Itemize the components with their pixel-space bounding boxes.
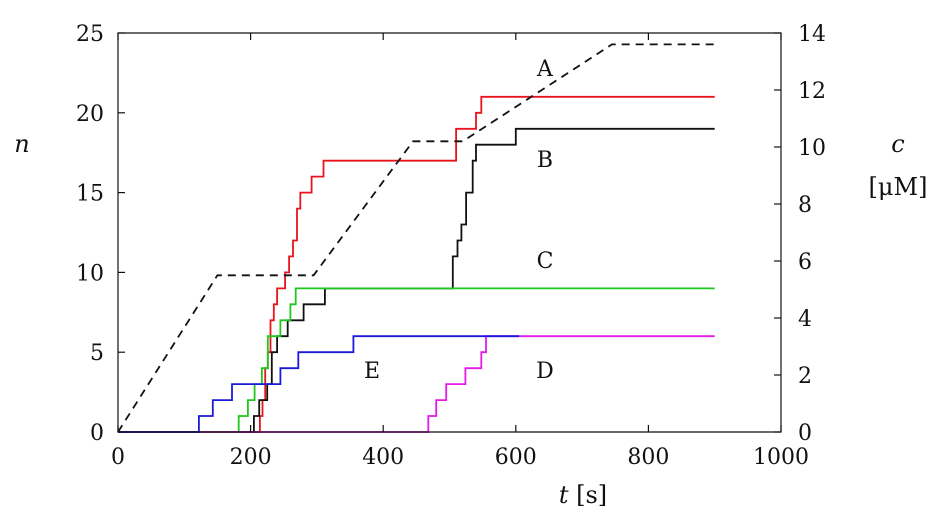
labels-layer: A B C D E bbox=[364, 57, 554, 384]
x-axis-unit: [s] bbox=[568, 481, 607, 509]
y-left-axis-label: n bbox=[14, 130, 29, 158]
series-d-line bbox=[118, 335, 715, 433]
x-axis-var: t bbox=[559, 481, 569, 509]
series-d-label: D bbox=[536, 359, 554, 384]
series-b-line bbox=[118, 127, 715, 433]
y-right-tick-label: 2 bbox=[798, 364, 812, 389]
x-tick-label: 0 bbox=[111, 445, 125, 470]
x-tick-label: 800 bbox=[627, 445, 669, 470]
x-tick-label: 200 bbox=[230, 445, 272, 470]
x-tick-label: 400 bbox=[362, 445, 404, 470]
series-a-line bbox=[118, 95, 715, 433]
y-left-tick-label: 5 bbox=[90, 341, 104, 366]
series-c-line bbox=[118, 287, 715, 433]
series-e-line bbox=[118, 335, 520, 433]
series-e-label: E bbox=[364, 359, 380, 384]
y-right-tick-label: 0 bbox=[798, 421, 812, 446]
concentration-dashed-line bbox=[117, 43, 715, 433]
plot-frame bbox=[117, 32, 782, 433]
y-right-tick-label: 6 bbox=[798, 250, 812, 275]
series-layer bbox=[117, 43, 715, 433]
y-left-tick-label: 20 bbox=[76, 102, 104, 127]
y-right-tick-label: 10 bbox=[798, 136, 826, 161]
x-tick-label: 1000 bbox=[753, 445, 809, 470]
y-left-tick-label: 25 bbox=[76, 22, 104, 47]
y-right-tick-label: 8 bbox=[798, 193, 812, 218]
series-c-label: C bbox=[537, 249, 554, 274]
y-right-axis-unit: [μM] bbox=[869, 173, 928, 201]
y-right-axis-var: c bbox=[891, 130, 904, 158]
y-left-tick-label: 0 bbox=[90, 421, 104, 446]
y-right-tick-label: 4 bbox=[798, 307, 812, 332]
y-right-tick-label: 12 bbox=[798, 79, 826, 104]
x-axis-label: t [s] bbox=[559, 481, 607, 509]
series-a-label: A bbox=[536, 57, 554, 82]
x-tick-label: 600 bbox=[495, 445, 537, 470]
axes-layer: 0 200 400 600 800 1000051015202502468101214t … bbox=[14, 22, 927, 509]
y-left-tick-label: 15 bbox=[76, 182, 104, 207]
y-right-tick-label: 14 bbox=[798, 22, 826, 47]
y-left-tick-label: 10 bbox=[76, 261, 104, 286]
series-b-label: B bbox=[537, 148, 553, 173]
